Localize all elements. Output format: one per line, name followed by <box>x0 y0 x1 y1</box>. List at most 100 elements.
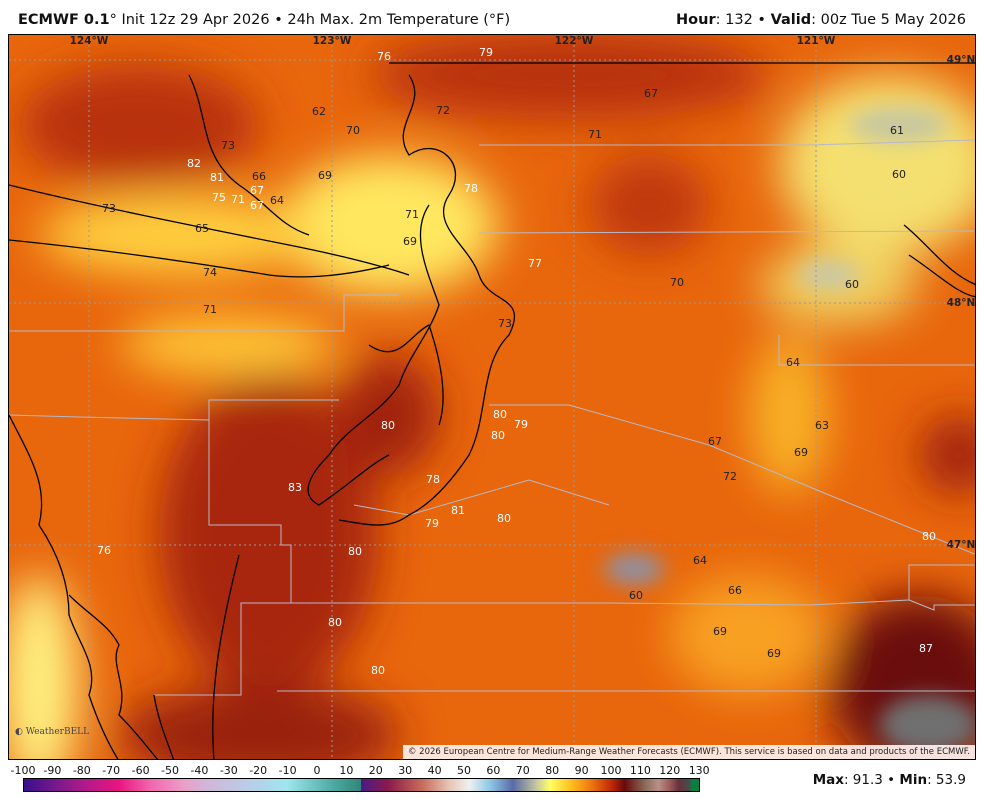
colorbar-tick: 110 <box>629 764 651 777</box>
temperature-value: 64 <box>693 554 707 567</box>
longitude-label: 123°W <box>312 35 352 47</box>
temperature-value: 60 <box>892 168 906 181</box>
temperature-value: 64 <box>786 356 800 369</box>
colorbar-tick: -100 <box>10 764 36 777</box>
temperature-value: 79 <box>479 46 493 59</box>
colorbar-tick: 50 <box>457 764 471 777</box>
colorbar-tick: -20 <box>249 764 268 777</box>
colorbar-tick: -30 <box>219 764 238 777</box>
colorbar-tick: 80 <box>545 764 560 777</box>
temperature-value: 76 <box>97 544 111 557</box>
valid-label: Valid <box>770 12 812 28</box>
temperature-value: 63 <box>815 419 829 432</box>
colorbar-tick: 30 <box>398 764 413 777</box>
colorbar-tick: -10 <box>278 764 297 777</box>
temperature-value: 62 <box>312 105 326 118</box>
min-label: Min <box>899 772 928 788</box>
temperature-value: 80 <box>497 512 511 525</box>
colorbar-tick: 0 <box>313 764 321 777</box>
latitude-label: 48°N <box>946 297 976 309</box>
temperature-value: 73 <box>221 139 235 152</box>
temperature-value: 69 <box>794 446 808 459</box>
temperature-value: 65 <box>195 222 209 235</box>
temperature-value: 78 <box>426 473 440 486</box>
max-min-stats: Max: 91.3 • Min: 53.9 <box>813 772 966 788</box>
colorbar-tick: 20 <box>368 764 383 777</box>
temperature-value: 69 <box>403 235 417 248</box>
colorbar-tick: 60 <box>486 764 501 777</box>
temperature-value: 69 <box>713 625 727 638</box>
colorbar-tick: 100 <box>600 764 622 777</box>
temperature-value: 71 <box>405 208 419 221</box>
temperature-value: 72 <box>436 104 450 117</box>
graticule <box>9 35 975 759</box>
model-name: ECMWF 0.1 <box>18 12 110 28</box>
temperature-value: 80 <box>922 530 936 543</box>
temperature-value: 64 <box>270 194 284 207</box>
temperature-value: 67 <box>708 435 722 448</box>
max-label: Max <box>812 772 844 788</box>
latitude-label: 49°N <box>946 54 976 66</box>
latitude-label: 47°N <box>946 539 976 551</box>
colorbar-tick: 10 <box>339 764 354 777</box>
max-value: : 91.3 • <box>843 772 900 788</box>
colorbar-tick: 40 <box>427 764 442 777</box>
colorbar-tick: -80 <box>72 764 91 777</box>
temperature-value: 71 <box>231 193 245 206</box>
min-value: : 53.9 <box>927 772 966 788</box>
colorbar-tick: -70 <box>102 764 121 777</box>
temperature-value: 80 <box>371 664 385 677</box>
temperature-value: 61 <box>890 124 904 137</box>
temperature-value: 80 <box>328 616 342 629</box>
colorbar-tick: 70 <box>515 764 530 777</box>
temperature-value: 72 <box>723 470 737 483</box>
temperature-field <box>9 35 975 759</box>
colorbar-tick: 120 <box>659 764 681 777</box>
temperature-value: 67 <box>250 199 264 212</box>
county-lines <box>9 139 975 696</box>
hour-value: : 132 • <box>715 12 771 28</box>
colorbar-tick: -50 <box>161 764 179 777</box>
temperature-value: 80 <box>493 408 507 421</box>
temperature-value: 71 <box>588 128 602 141</box>
temperature-value: 80 <box>348 545 362 558</box>
temperature-value: 77 <box>528 257 542 270</box>
temperature-value: 67 <box>250 184 264 197</box>
temperature-value: 67 <box>644 87 658 100</box>
temperature-map: 124°W 123°W 122°W 121°W 49°N 48°N 47°N 7… <box>8 34 976 760</box>
colorbar-tick: -60 <box>131 764 150 777</box>
temperature-value: 70 <box>670 276 684 289</box>
temperature-value: 66 <box>252 170 266 183</box>
temperature-value: 82 <box>187 157 201 170</box>
title-text: ° Init 12z 29 Apr 2026 • 24h Max. 2m Tem… <box>109 12 511 28</box>
weatherbell-logo: ◐ WeatherBELL <box>15 727 90 737</box>
longitude-label: 124°W <box>69 35 109 47</box>
temperature-value: 69 <box>767 647 781 660</box>
colorbar-tick: 130 <box>688 764 710 777</box>
temperature-value: 76 <box>377 50 391 63</box>
temperature-value: 79 <box>514 418 528 431</box>
temperature-value: 66 <box>728 584 742 597</box>
coastline <box>9 62 975 759</box>
temperature-value: 87 <box>919 642 933 655</box>
temperature-value: 73 <box>498 317 512 330</box>
valid-value: : 00z Tue 5 May 2026 <box>811 12 966 28</box>
longitude-label: 121°W <box>796 35 836 47</box>
temperature-value: 78 <box>464 182 478 195</box>
temperature-value: 81 <box>451 504 465 517</box>
temperature-value: 83 <box>288 481 302 494</box>
temperature-value: 75 <box>212 191 226 204</box>
copyright-notice: © 2026 European Centre for Medium-Range … <box>402 745 975 759</box>
colorbar-tick: -90 <box>43 764 62 777</box>
temperature-value: 74 <box>203 266 217 279</box>
temperature-value: 60 <box>629 589 643 602</box>
valid-time: Hour: 132 • Valid: 00z Tue 5 May 2026 <box>676 12 966 28</box>
temperature-value: 71 <box>203 303 217 316</box>
temperature-value: 81 <box>210 171 224 184</box>
hour-label: Hour <box>676 12 716 28</box>
map-title: ECMWF 0.1° Init 12z 29 Apr 2026 • 24h Ma… <box>18 12 510 28</box>
colorbar-tick: -40 <box>190 764 209 777</box>
temperature-value: 73 <box>102 202 116 215</box>
temperature-value: 70 <box>346 124 360 137</box>
longitude-label: 122°W <box>554 35 594 47</box>
